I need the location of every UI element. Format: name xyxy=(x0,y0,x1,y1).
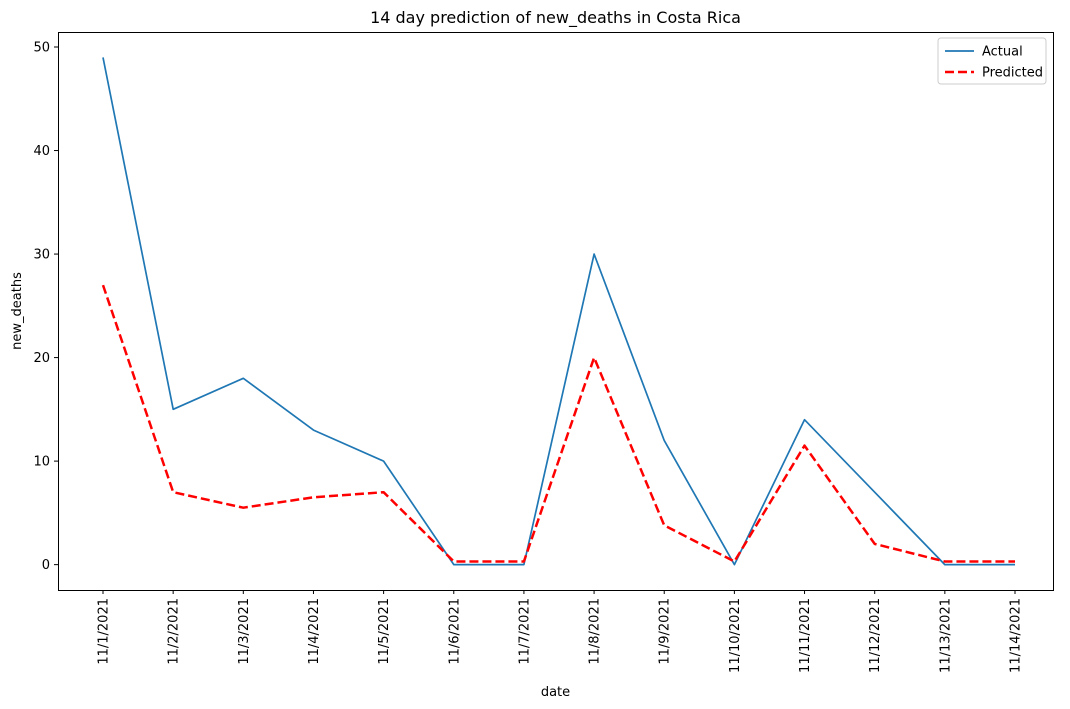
y-axis: 0 10 20 30 40 50 xyxy=(33,41,58,573)
x-tick-label: 11/8/2021 xyxy=(588,598,603,665)
legend-label-predicted: Predicted xyxy=(982,66,1043,81)
x-tick-label: 11/9/2021 xyxy=(658,598,673,665)
x-tick-label: 11/11/2021 xyxy=(798,598,813,673)
x-tick-label: 11/7/2021 xyxy=(517,598,532,665)
x-tick-label: 11/13/2021 xyxy=(938,598,953,673)
chart-title: 14 day prediction of new_deaths in Costa… xyxy=(370,8,741,28)
legend: Actual Predicted xyxy=(937,37,1047,85)
x-tick-label: 11/14/2021 xyxy=(1009,598,1024,673)
y-tick-label: 30 xyxy=(33,248,50,263)
x-tick-label: 11/1/2021 xyxy=(97,598,112,665)
plot-area-frame xyxy=(58,32,1054,591)
x-axis-label: date xyxy=(541,685,570,700)
x-tick-label: 11/6/2021 xyxy=(447,598,462,665)
y-axis-label: new_deaths xyxy=(10,272,25,350)
x-tick-label: 11/10/2021 xyxy=(728,598,743,673)
x-tick-label: 11/5/2021 xyxy=(377,598,392,665)
series-line-actual xyxy=(102,57,1015,566)
y-tick-label: 0 xyxy=(42,558,50,573)
y-tick-label: 20 xyxy=(33,351,50,366)
series-line-predicted xyxy=(101,284,1015,563)
x-axis: 11/1/2021 11/2/2021 11/3/2021 11/4/2021 11/5… xyxy=(97,590,1024,673)
x-tick-label: 11/3/2021 xyxy=(237,598,252,665)
series-layer xyxy=(101,57,1015,566)
x-tick-label: 11/12/2021 xyxy=(868,598,883,673)
y-tick-label: 40 xyxy=(33,144,50,159)
y-tick-label: 10 xyxy=(33,455,50,470)
y-tick-label: 50 xyxy=(33,41,50,56)
x-tick-label: 11/4/2021 xyxy=(307,598,322,665)
x-tick-label: 11/2/2021 xyxy=(167,598,182,665)
legend-label-actual: Actual xyxy=(982,45,1023,60)
